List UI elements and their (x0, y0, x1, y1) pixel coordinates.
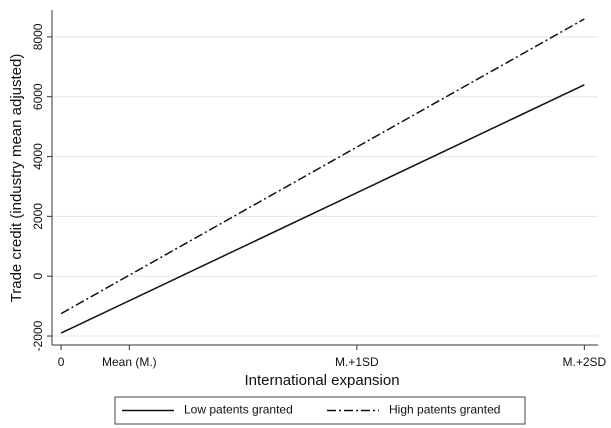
y-tick-label: -2000 (31, 320, 45, 351)
x-tick-label: M.+1SD (335, 355, 379, 369)
legend-box (114, 396, 526, 425)
y-tick-label: 2000 (31, 203, 45, 230)
y-tick-label: 4000 (31, 143, 45, 170)
y-tick-label: 0 (31, 273, 45, 280)
legend-label: Low patents granted (184, 403, 293, 417)
x-axis-title: International expansion (244, 372, 399, 389)
series-line (60, 18, 585, 315)
y-tick-label: 8000 (31, 23, 45, 50)
legend-label: High patents granted (389, 403, 500, 417)
x-tick-label: Mean (M.) (102, 355, 157, 369)
x-tick-label: 0 (58, 355, 65, 369)
y-axis-title: Trade credit (industry mean adjusted) (8, 54, 25, 303)
series-line (60, 84, 585, 334)
x-tick-label: M.+2SD (563, 355, 607, 369)
y-tick-label: 6000 (31, 83, 45, 110)
